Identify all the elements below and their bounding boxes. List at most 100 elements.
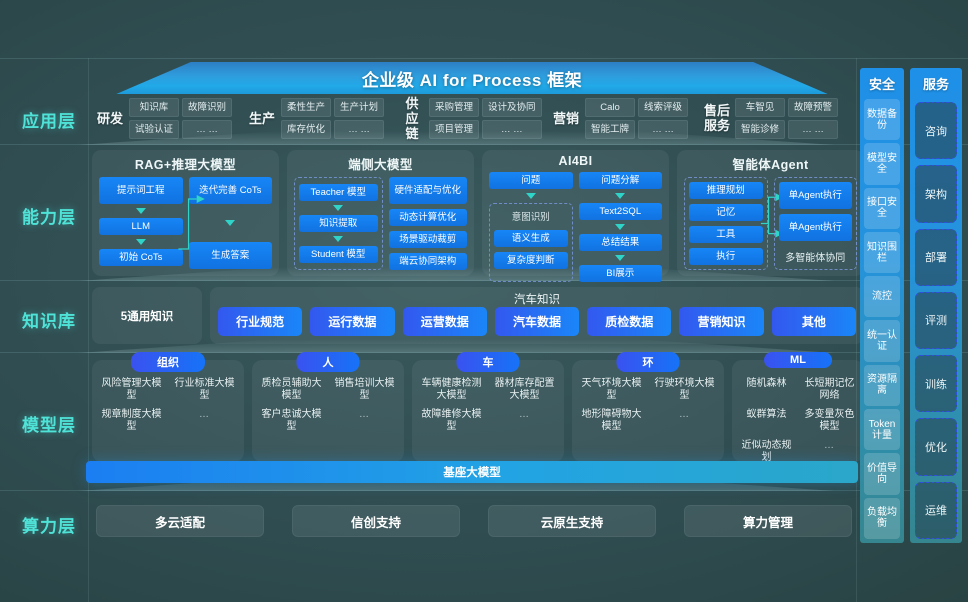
app-cell[interactable]: 智能诊修 bbox=[735, 119, 786, 139]
flow-node[interactable]: 复杂度判断 bbox=[494, 252, 568, 269]
model-item-more[interactable]: … bbox=[519, 409, 530, 420]
compute-pill-management[interactable]: 算力管理 bbox=[684, 505, 852, 537]
model-item-more[interactable]: … bbox=[679, 409, 690, 420]
security-item[interactable]: 价值导向 bbox=[864, 453, 900, 495]
flow-node[interactable]: 问题 bbox=[489, 172, 573, 189]
app-cell[interactable]: 试验认证 bbox=[129, 119, 180, 139]
app-cell[interactable]: 柔性生产 bbox=[281, 97, 332, 117]
flow-node[interactable]: 迭代完善 CoTs bbox=[188, 177, 272, 204]
knowledge-pill[interactable]: 质检数据 bbox=[587, 307, 672, 336]
app-cell[interactable]: 故障预警 bbox=[788, 97, 839, 117]
flow-node[interactable]: BI展示 bbox=[578, 265, 662, 282]
service-item[interactable]: 部署 bbox=[915, 228, 957, 286]
model-item[interactable]: 质检员辅助大模型 bbox=[261, 378, 322, 401]
security-item[interactable]: 负载均衡 bbox=[864, 497, 900, 539]
flow-node[interactable]: 单Agent执行 bbox=[778, 182, 852, 209]
model-item-more[interactable]: … bbox=[359, 409, 370, 420]
flow-node[interactable]: 工具 bbox=[689, 226, 763, 243]
flow-node[interactable]: Text2SQL bbox=[578, 203, 662, 220]
service-item[interactable]: 训练 bbox=[915, 355, 957, 413]
compute-pill-xinchuang[interactable]: 信创支持 bbox=[292, 505, 460, 537]
security-item[interactable]: 模型安全 bbox=[864, 143, 900, 185]
app-cell[interactable]: … … bbox=[788, 119, 839, 139]
app-cell[interactable]: 库存优化 bbox=[281, 119, 332, 139]
compute-pill-multicloud[interactable]: 多云适配 bbox=[96, 505, 264, 537]
model-item[interactable]: 故障维修大模型 bbox=[421, 409, 482, 432]
model-item[interactable]: 行驶环境大模型 bbox=[654, 378, 715, 401]
flow-node[interactable]: 提示词工程 bbox=[99, 177, 183, 204]
service-item[interactable]: 运维 bbox=[915, 481, 957, 539]
flow-node[interactable]: Teacher 模型 bbox=[299, 184, 378, 201]
flow-node[interactable]: 执行 bbox=[689, 248, 763, 265]
security-item[interactable]: 统一认证 bbox=[864, 320, 900, 362]
model-item[interactable]: 客户忠诚大模型 bbox=[261, 409, 322, 432]
app-cell[interactable]: … … bbox=[334, 119, 385, 139]
model-item[interactable]: 天气环境大模型 bbox=[581, 378, 642, 401]
app-group-marketing: 营销 Calo 线索评级 智能工牌 … … bbox=[548, 97, 700, 139]
security-item[interactable]: 知识围栏 bbox=[864, 231, 900, 274]
knowledge-pill[interactable]: 其他 bbox=[771, 307, 856, 336]
flow-node[interactable]: 推理规划 bbox=[689, 182, 763, 199]
app-cell[interactable]: 设计及协同 bbox=[482, 97, 542, 117]
model-item[interactable]: 地形障碍物大模型 bbox=[581, 409, 642, 432]
flow-node[interactable]: Student 模型 bbox=[299, 246, 378, 263]
model-item[interactable]: 风险管理大模型 bbox=[101, 378, 162, 401]
app-cell[interactable]: 车智见 bbox=[735, 97, 786, 117]
service-item[interactable]: 优化 bbox=[915, 418, 957, 476]
flow-node[interactable]: 场景驱动裁剪 bbox=[388, 231, 467, 248]
model-item[interactable]: 销售培训大模型 bbox=[334, 378, 395, 401]
model-item[interactable]: 器材库存配置大模型 bbox=[494, 378, 555, 401]
flow-node[interactable]: 总结结果 bbox=[578, 234, 662, 251]
model-item[interactable]: 近似动态规划 bbox=[741, 440, 792, 463]
app-cell[interactable]: … … bbox=[182, 119, 233, 139]
model-item[interactable]: 多变量灰色模型 bbox=[804, 409, 855, 432]
model-item-more[interactable]: … bbox=[199, 409, 210, 420]
flow-node[interactable]: 端云协同架构 bbox=[388, 253, 467, 270]
knowledge-general-card[interactable]: 5通用知识 bbox=[92, 287, 202, 344]
app-cell[interactable]: 线索评级 bbox=[638, 97, 689, 117]
app-cell[interactable]: 采购管理 bbox=[429, 97, 480, 117]
app-cell[interactable]: 故障识别 bbox=[182, 97, 233, 117]
knowledge-pill[interactable]: 运营数据 bbox=[402, 307, 487, 336]
model-item[interactable]: 长短期记忆网络 bbox=[804, 378, 855, 401]
flow-node[interactable]: 记忆 bbox=[689, 204, 763, 221]
flow-node[interactable]: LLM bbox=[99, 218, 183, 235]
security-item[interactable]: Token计量 bbox=[864, 409, 900, 451]
flow-node[interactable]: 初始 CoTs bbox=[99, 249, 183, 266]
flow-node[interactable]: 硬件适配与优化 bbox=[388, 177, 467, 204]
model-item[interactable]: 规章制度大模型 bbox=[101, 409, 162, 432]
security-item[interactable]: 数据备份 bbox=[864, 99, 900, 141]
service-item[interactable]: 评测 bbox=[915, 291, 957, 350]
app-cell[interactable]: 生产计划 bbox=[334, 97, 385, 117]
knowledge-pill[interactable]: 汽车数据 bbox=[494, 307, 580, 336]
model-item-more[interactable]: … bbox=[824, 440, 835, 451]
compute-pill-cloudnative[interactable]: 云原生支持 bbox=[488, 505, 656, 537]
app-cell[interactable]: … … bbox=[638, 119, 689, 139]
flow-node[interactable]: 单Agent执行 bbox=[778, 214, 852, 241]
security-item[interactable]: 接口安全 bbox=[864, 187, 900, 229]
service-item[interactable]: 架构 bbox=[915, 165, 957, 223]
model-item[interactable]: 蚁群算法 bbox=[746, 409, 787, 420]
security-item[interactable]: 流控 bbox=[864, 276, 900, 318]
security-item[interactable]: 资源隔离 bbox=[864, 364, 900, 407]
flow-node[interactable]: 问题分解 bbox=[578, 172, 662, 189]
model-item[interactable]: 车辆健康检测大模型 bbox=[421, 378, 482, 401]
capability-card-ai4bi: AI4BI 问题 意图识别 语义生成 复杂度判断 问题分解 Text2SQL bbox=[482, 150, 669, 282]
base-model-bar[interactable]: 基座大模型 bbox=[86, 461, 858, 483]
service-item[interactable]: 咨询 bbox=[915, 102, 957, 160]
app-cell[interactable]: Calo bbox=[585, 97, 636, 117]
flow-node[interactable]: 语义生成 bbox=[494, 230, 568, 247]
model-item[interactable]: 行业标准大模型 bbox=[174, 378, 235, 401]
app-cell[interactable]: 智能工牌 bbox=[585, 119, 636, 139]
knowledge-pill[interactable]: 运行数据 bbox=[310, 307, 395, 336]
app-cell[interactable]: 项目管理 bbox=[429, 119, 480, 139]
app-cell[interactable]: … … bbox=[482, 119, 542, 139]
knowledge-pill[interactable]: 行业规范 bbox=[218, 307, 303, 336]
flow-node[interactable]: 知识提取 bbox=[299, 215, 378, 232]
flow-node[interactable]: 生成答案 bbox=[188, 242, 272, 269]
knowledge-pill[interactable]: 营销知识 bbox=[679, 307, 764, 336]
flow-node[interactable]: 动态计算优化 bbox=[388, 209, 467, 226]
app-cell[interactable]: 知识库 bbox=[129, 97, 180, 117]
app-group-rd: 研发 知识库 故障识别 试验认证 … … bbox=[92, 97, 244, 139]
model-item[interactable]: 随机森林 bbox=[746, 378, 787, 389]
